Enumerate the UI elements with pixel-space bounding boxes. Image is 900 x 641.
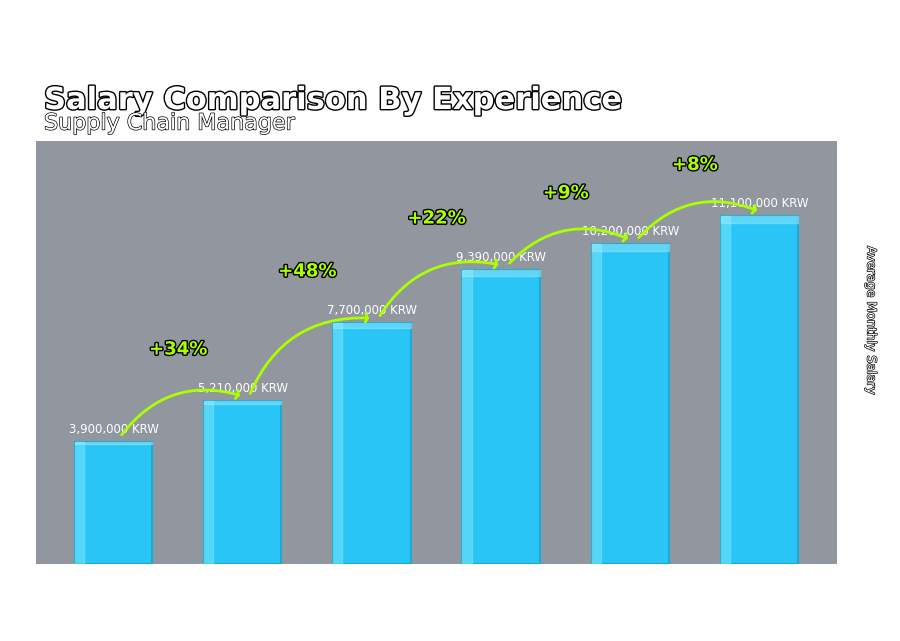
Bar [204,401,213,564]
Bar [333,323,410,564]
Text: +48%: +48% [278,262,337,281]
Text: +34%: +34% [149,340,207,358]
Text: salaryexplorer.com: salaryexplorer.com [357,610,516,628]
Text: +22%: +22% [408,210,465,228]
Bar [75,442,84,564]
Bar [463,270,540,564]
Text: 9,390,000 KRW: 9,390,000 KRW [456,251,546,263]
Text: Average Monthly Salary: Average Monthly Salary [865,246,878,395]
Bar [75,442,152,444]
Bar [591,244,669,564]
Bar [463,270,472,564]
Text: 11,100,000 KRW: 11,100,000 KRW [711,197,808,210]
Bar [721,216,730,564]
Text: +8%: +8% [672,156,718,174]
Bar [591,244,669,251]
Bar [204,401,282,564]
Text: 3,900,000 KRW: 3,900,000 KRW [68,422,158,436]
Bar [463,270,540,276]
Text: 10,200,000 KRW: 10,200,000 KRW [581,225,679,238]
Text: Salary Comparison By Experience: Salary Comparison By Experience [44,86,620,115]
Text: 7,700,000 KRW: 7,700,000 KRW [327,303,417,317]
Bar [204,401,282,404]
Bar [721,216,798,564]
Bar [721,216,798,223]
Text: +9%: +9% [543,184,589,202]
Bar [333,323,342,564]
Bar [75,442,152,564]
Text: 5,210,000 KRW: 5,210,000 KRW [198,381,288,395]
Bar [591,244,601,564]
Text: Supply Chain Manager: Supply Chain Manager [44,113,295,133]
Bar [333,323,410,328]
